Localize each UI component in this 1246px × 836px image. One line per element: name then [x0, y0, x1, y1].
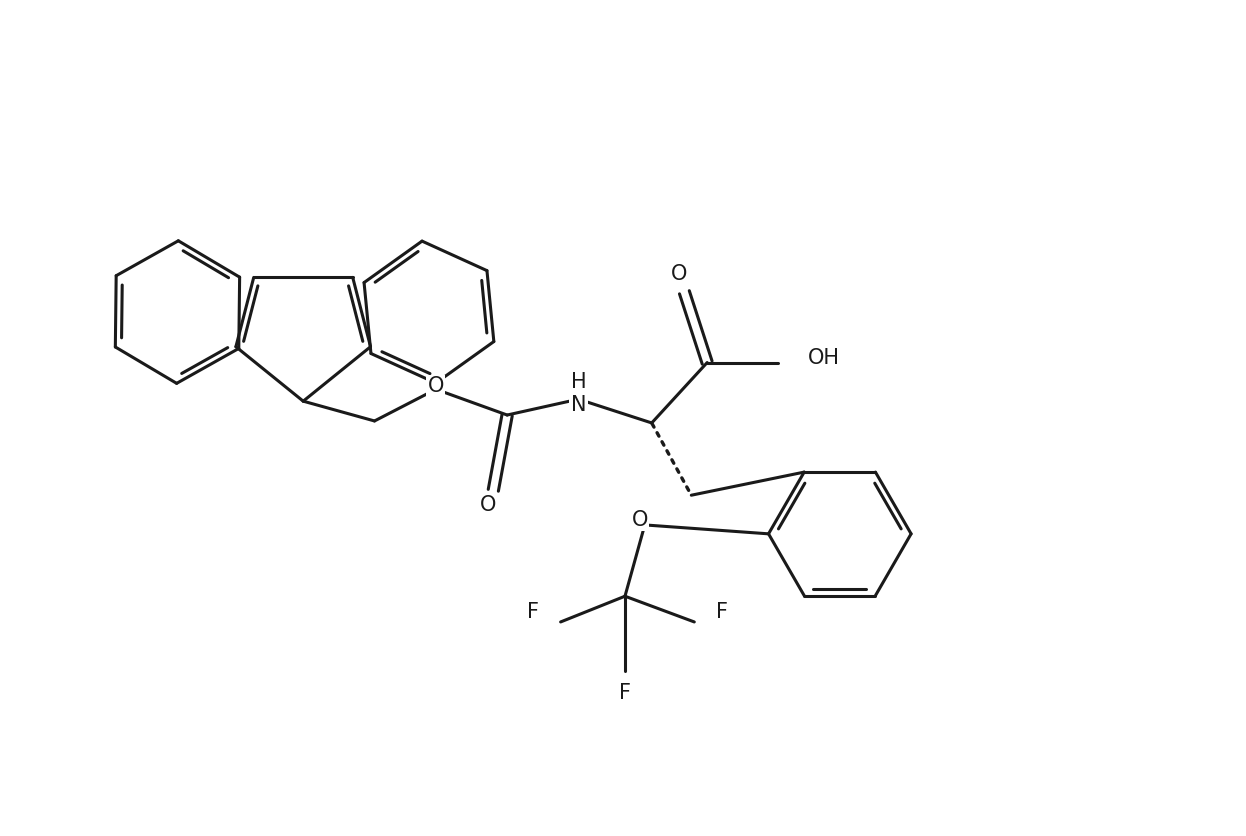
Text: F: F: [716, 602, 728, 622]
Text: F: F: [619, 683, 630, 703]
Text: O: O: [427, 376, 444, 396]
Text: OH: OH: [809, 348, 840, 368]
Text: F: F: [527, 602, 538, 622]
Text: O: O: [632, 510, 648, 530]
Text: O: O: [672, 264, 688, 284]
Text: H
N: H N: [571, 372, 587, 415]
Text: O: O: [480, 495, 497, 515]
